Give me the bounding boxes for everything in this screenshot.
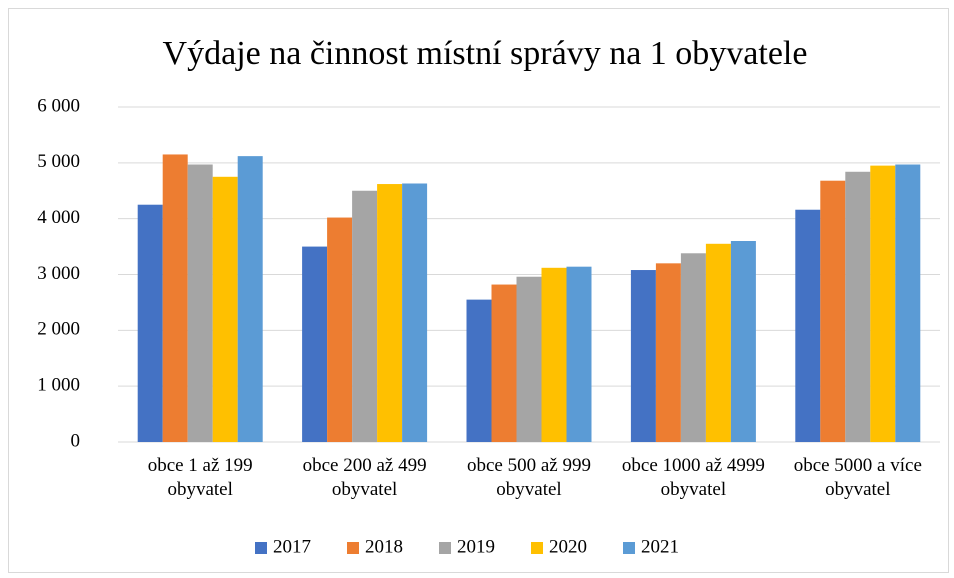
legend-label: 2019	[457, 536, 495, 557]
x-tick-label: obce 200 až 499 obyvatel	[302, 455, 427, 500]
bar	[730, 241, 756, 442]
bar	[680, 253, 706, 442]
y-tick-label: 4 000	[37, 207, 80, 228]
y-tick-label: 0	[71, 430, 81, 451]
bar	[137, 204, 163, 442]
x-tick-label: obce 1000 až 4999 obyvatel	[621, 455, 765, 500]
y-tick-label: 2 000	[37, 319, 80, 340]
bar	[655, 263, 681, 442]
bar	[541, 267, 567, 442]
bar	[162, 154, 188, 443]
x-tick-label: obce 500 až 999 obyvatel	[467, 455, 591, 500]
legend-label: 2018	[365, 536, 403, 557]
x-tick-label: obce 1 až 199 obyvatel	[147, 455, 253, 500]
bar	[327, 217, 353, 442]
legend-swatch	[255, 542, 267, 554]
bar	[377, 184, 403, 443]
bar	[516, 276, 542, 442]
bar	[820, 180, 846, 442]
bar	[895, 164, 921, 442]
bar	[705, 243, 731, 442]
bar	[187, 164, 213, 442]
y-tick-label: 5 000	[37, 151, 80, 172]
legend-swatch	[623, 542, 635, 554]
bar	[566, 266, 592, 442]
y-tick-label: 6 000	[37, 95, 80, 116]
legend-swatch	[531, 542, 543, 554]
bar	[845, 171, 871, 442]
bar	[212, 176, 238, 442]
bar	[491, 284, 517, 442]
bar	[402, 183, 428, 442]
y-tick-label: 3 000	[37, 263, 80, 284]
bar	[870, 165, 896, 442]
legend-swatch	[347, 542, 359, 554]
bar	[352, 190, 378, 442]
bar	[237, 156, 263, 442]
chart-title: Výdaje na činnost místní správy na 1 oby…	[163, 35, 808, 72]
bar	[466, 299, 492, 442]
legend-label: 2021	[641, 536, 679, 557]
legend-swatch	[439, 542, 451, 554]
bar	[630, 270, 656, 442]
x-tick-label: obce 5000 a více obyvatel	[793, 455, 922, 500]
legend-label: 2017	[273, 536, 311, 557]
y-tick-label: 1 000	[37, 375, 80, 396]
bar	[302, 246, 328, 442]
bar	[795, 209, 821, 442]
legend-label: 2020	[549, 536, 587, 557]
